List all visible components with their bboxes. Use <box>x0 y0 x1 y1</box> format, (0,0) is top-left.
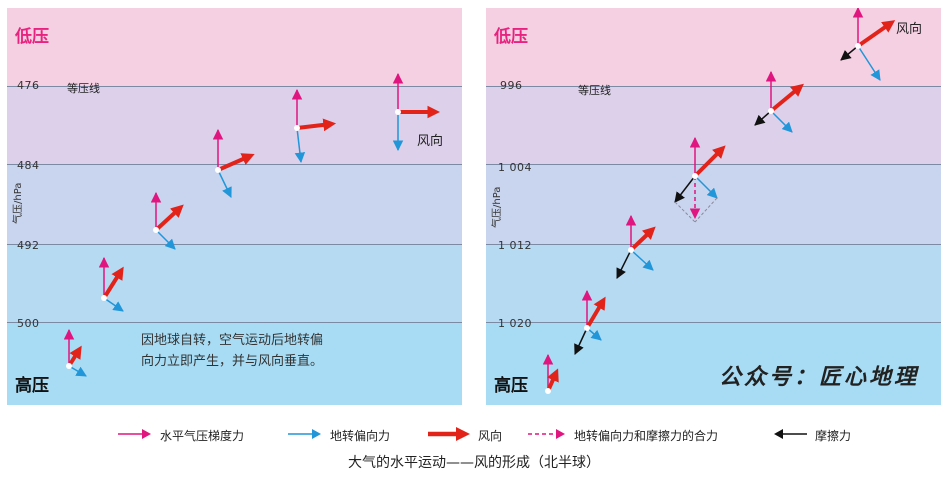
legend-label: 地转偏向力 <box>330 429 391 443</box>
force-group <box>150 191 184 250</box>
legend-item-wind: 风向 <box>428 424 528 446</box>
pressure-gradient-arrow-icon <box>118 429 151 439</box>
pressure-tick: 476 <box>17 79 40 92</box>
wind-direction-label: 风向 <box>417 134 444 149</box>
right-diagram-panel: 低压 高压 996 1 004 1 012 1 020 等压线 气压/hPa 公… <box>486 8 941 405</box>
high-pressure-label: 高压 <box>15 376 49 396</box>
band-low <box>7 8 462 86</box>
force-group <box>840 8 896 81</box>
band-high <box>7 322 462 405</box>
legend: 水平气压梯度力 地转偏向力 风向 地转偏向力和摩擦力的合力 摩擦力 <box>0 424 948 446</box>
legend-item-pressure-gradient: 水平气压梯度力 <box>118 424 268 446</box>
legend-label: 水平气压梯度力 <box>160 429 245 443</box>
force-group <box>98 256 124 312</box>
legend-label: 地转偏向力和摩擦力的合力 <box>574 429 719 443</box>
force-group <box>674 136 726 223</box>
band-3 <box>7 244 462 322</box>
legend-label: 摩擦力 <box>815 429 852 443</box>
wind-direction-label: 风向 <box>896 22 923 37</box>
watermark-text: 公众号：匠心地理 <box>719 364 920 390</box>
isobar-label: 等压线 <box>67 82 100 95</box>
force-group <box>212 128 255 198</box>
explanation-note: 因地球自转，空气运动后地转偏向力立即产生，并与风向垂直。 <box>140 333 323 369</box>
low-pressure-label: 低压 <box>15 27 49 47</box>
pressure-tick: 996 <box>500 79 523 92</box>
isobar-line <box>486 164 941 165</box>
isobar-line <box>7 322 462 323</box>
pressure-tick: 492 <box>17 239 40 252</box>
legend-item-friction: 摩擦力 <box>773 424 883 446</box>
pressure-tick: 1 004 <box>498 161 532 174</box>
force-group <box>542 353 559 394</box>
low-pressure-label: 低压 <box>494 27 528 47</box>
band-high <box>486 322 941 405</box>
band-3 <box>486 244 941 322</box>
force-group <box>392 72 441 152</box>
pressure-tick: 500 <box>17 317 40 330</box>
isobar-label: 等压线 <box>578 84 611 97</box>
pressure-tick: 1 020 <box>498 317 532 330</box>
isobar-line <box>7 244 462 245</box>
band-1 <box>7 86 462 164</box>
isobar-line <box>7 86 462 87</box>
isobar-line <box>486 322 941 323</box>
band-low <box>486 8 941 86</box>
left-diagram-panel: 低压 高压 476 484 492 500 等压线 气压/hPa 因地球自转，空… <box>7 8 462 405</box>
band-2 <box>7 164 462 244</box>
dashed-arrow-icon <box>528 429 565 439</box>
force-group <box>291 88 337 164</box>
isobar-line <box>486 244 941 245</box>
pressure-tick: 484 <box>17 159 40 172</box>
force-group <box>574 289 606 355</box>
force-group <box>63 328 87 377</box>
isobar-line <box>486 86 941 87</box>
wind-arrow-icon <box>428 427 470 441</box>
coriolis-arrow-icon <box>288 429 321 439</box>
band-2 <box>486 164 941 244</box>
force-group <box>754 70 804 133</box>
high-pressure-label: 高压 <box>494 376 528 396</box>
pressure-tick: 1 012 <box>498 239 532 252</box>
legend-label: 风向 <box>478 429 503 443</box>
force-group <box>616 214 656 279</box>
legend-item-coriolis: 地转偏向力 <box>288 424 408 446</box>
right-force-vectors <box>542 8 896 394</box>
left-force-vectors <box>63 72 441 377</box>
figure-caption: 大气的水平运动——风的形成（北半球） <box>348 455 600 471</box>
friction-arrow-icon <box>774 429 807 439</box>
legend-item-resultant: 地转偏向力和摩擦力的合力 <box>528 424 758 446</box>
